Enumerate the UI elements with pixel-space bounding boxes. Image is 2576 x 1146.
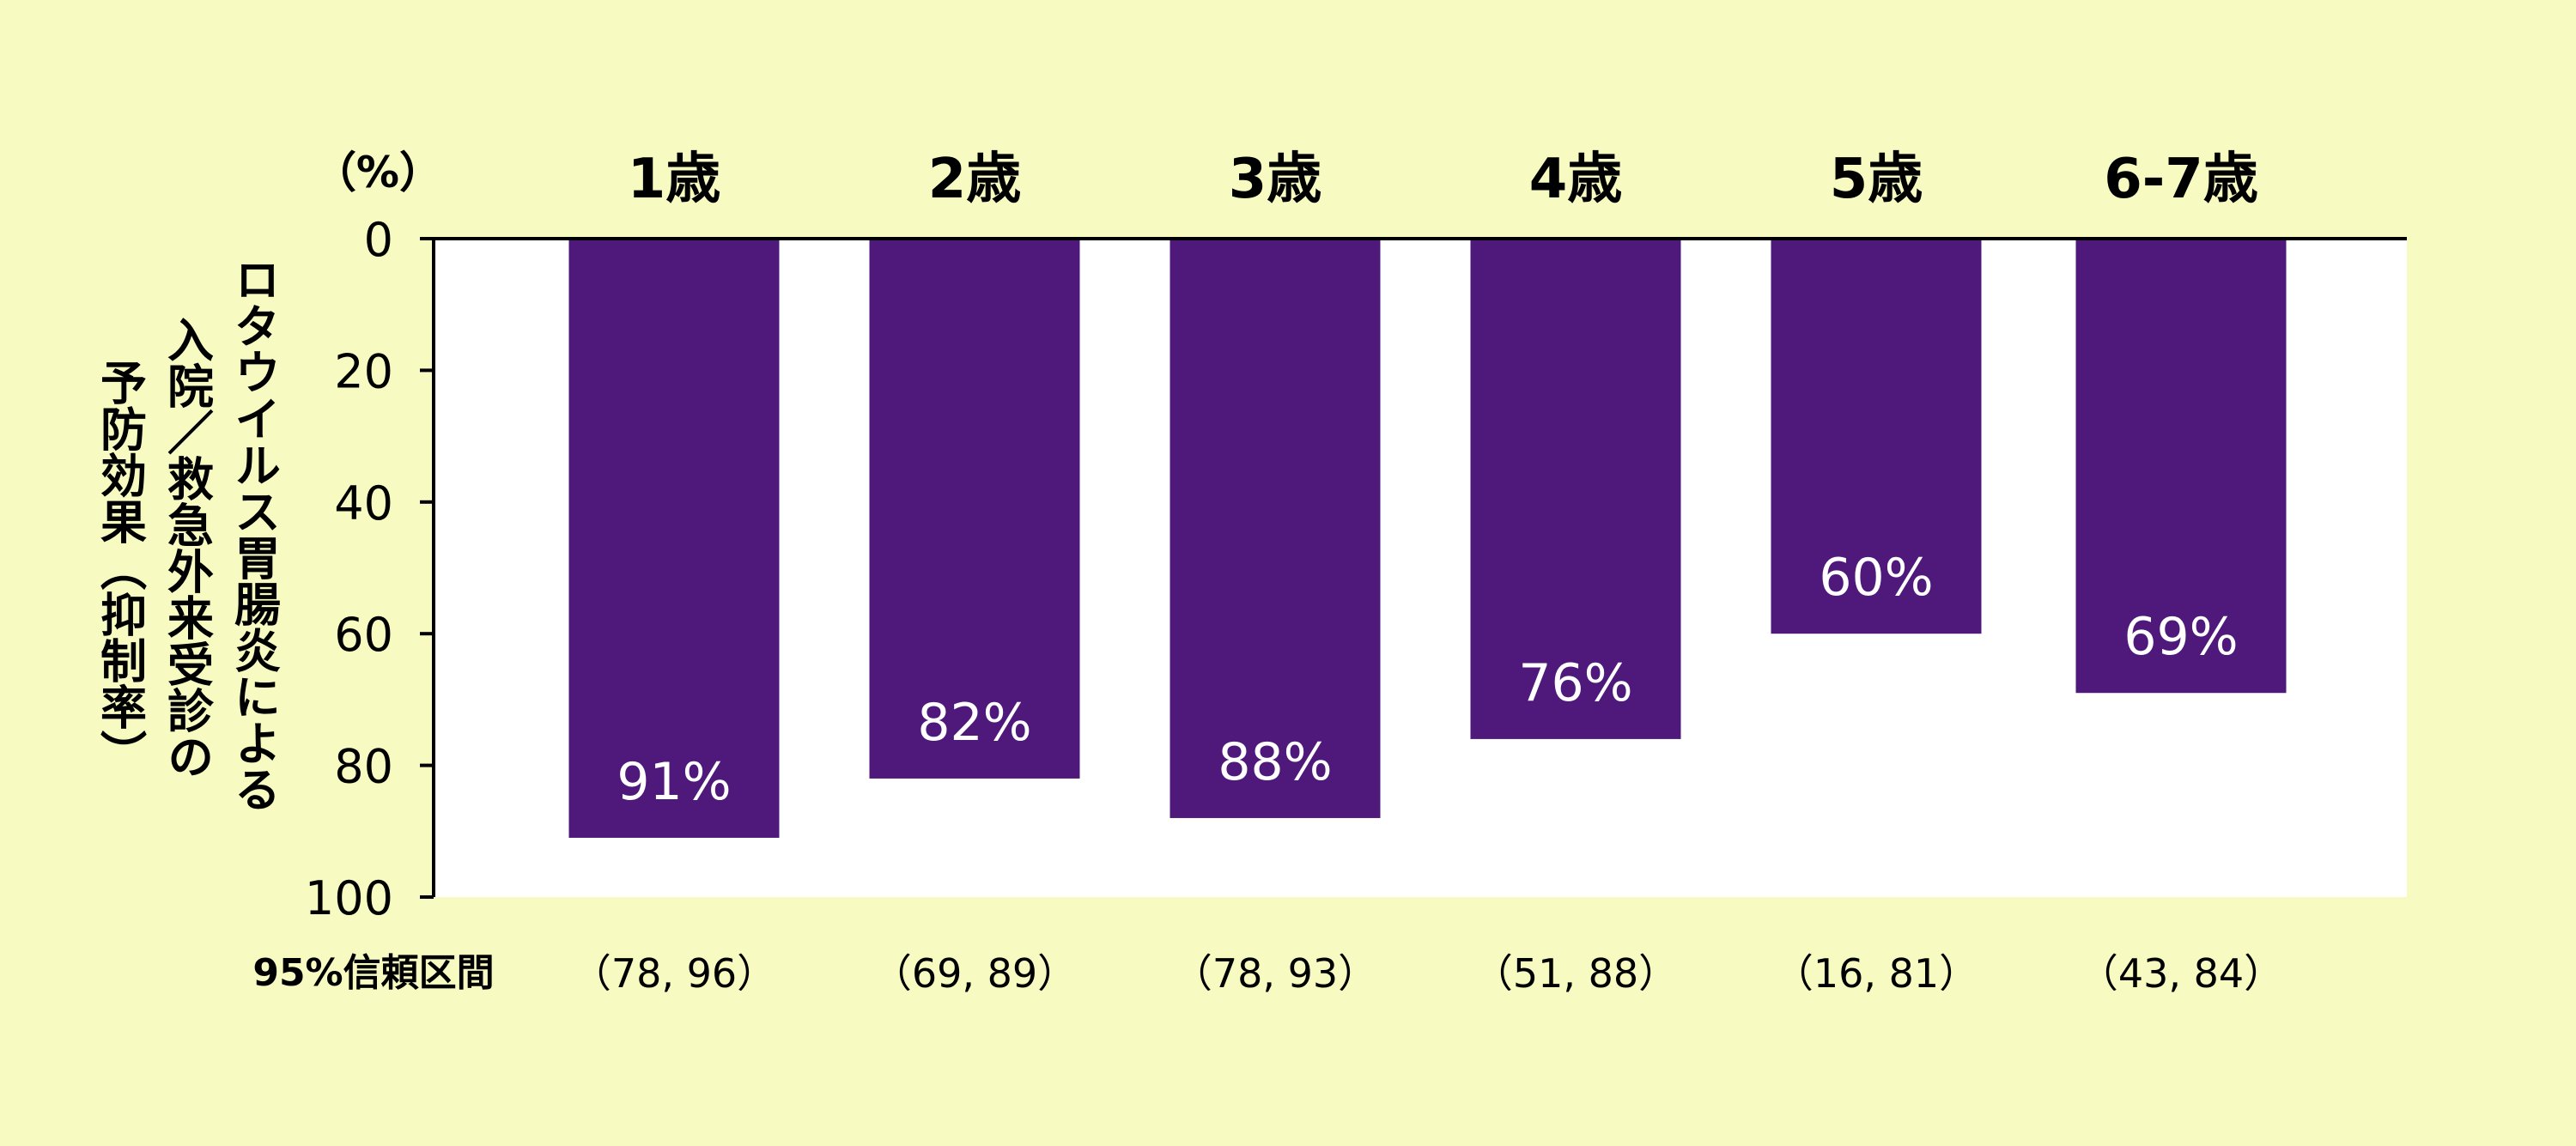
y-tick-label: 60 — [334, 608, 393, 662]
bar-value-label: 88% — [1218, 732, 1332, 792]
bar-value-label: 69% — [2123, 607, 2238, 667]
axes — [420, 237, 2407, 899]
y-axis-unit: （%） — [313, 148, 442, 197]
bar-value-label: 91% — [617, 752, 731, 812]
ci-value: （78, 96） — [572, 950, 776, 997]
bar — [1170, 239, 1381, 818]
y-tick-label: 0 — [364, 213, 393, 267]
bar-value-label: 82% — [917, 693, 1031, 753]
bar-value-labels: 91% 82% 88% 76% 60% 69% — [617, 548, 2238, 812]
y-tick-label: 80 — [334, 740, 393, 794]
y-tick-label: 20 — [334, 344, 393, 398]
ci-value: （78, 93） — [1173, 950, 1377, 997]
category-label: 6-7歳 — [2104, 148, 2258, 211]
ci-value: （51, 88） — [1473, 950, 1678, 997]
bar-value-label: 76% — [1518, 653, 1632, 713]
y-axis-title-line-2: 入院／救急外来受診の — [160, 316, 214, 779]
y-axis-title-line-1: ロタウイルス胃腸炎による — [227, 256, 281, 812]
bar-value-label: 60% — [1819, 548, 1933, 608]
y-axis-title-line-3: 予防効果（抑制率） — [93, 359, 147, 776]
bar — [1771, 239, 1982, 634]
y-tick-labels: 0 20 40 60 80 100 — [305, 213, 393, 925]
ci-value: （16, 81） — [1774, 950, 1978, 997]
category-label: 3歳 — [1229, 148, 1322, 211]
category-labels: 1歳 2歳 3歳 4歳 5歳 6-7歳 — [628, 148, 2258, 211]
bar — [568, 239, 780, 838]
bars — [568, 239, 2287, 838]
category-label: 5歳 — [1830, 148, 1923, 211]
y-tick-label: 100 — [305, 871, 393, 925]
y-tick-label: 40 — [334, 476, 393, 531]
bar — [1470, 239, 1681, 739]
ci-label: 95%信頼区間 — [252, 951, 494, 995]
ci-value: （43, 84） — [2079, 950, 2283, 997]
category-label: 1歳 — [628, 148, 721, 211]
ci-value: （69, 89） — [872, 950, 1077, 997]
category-label: 2歳 — [928, 148, 1022, 211]
bar — [2075, 239, 2287, 694]
y-axis-title: ロタウイルス胃腸炎による 入院／救急外来受診の 予防効果（抑制率） — [93, 256, 281, 812]
bar — [869, 239, 1080, 779]
category-label: 4歳 — [1529, 148, 1623, 211]
ci-values: （78, 96） （69, 89） （78, 93） （51, 88） （16, 81）… — [572, 950, 2283, 997]
